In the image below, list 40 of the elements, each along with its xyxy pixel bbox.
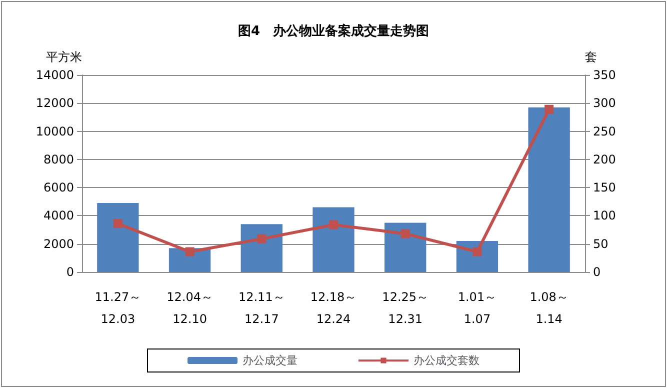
bar [528,107,570,272]
y2-tick-label: 50 [593,236,608,251]
x-tick-label: 11.27～ 12.03 [94,290,142,326]
y2-axis-title: 套 [585,50,597,64]
x-tick-label: 12.04～ 12.10 [166,290,213,326]
bar [312,207,354,272]
x-tick-label: 1.01～ 1.07 [458,290,497,326]
y-tick-label: 0 [66,265,74,279]
y-axis-title: 平方米 [46,50,82,64]
y2-tick-label: 350 [593,68,616,82]
point [113,219,122,228]
bar [384,222,426,272]
point [329,220,338,230]
y2-tick-label: 300 [593,96,616,110]
point [400,229,410,238]
legend-label: 办公成交量 [242,354,298,367]
x-tick-label: 12.11～ 12.17 [238,290,285,326]
x-tick-label: 1.08～ 1.14 [530,290,568,326]
point [472,247,482,256]
y-tick-label: 2000 [43,236,74,251]
x-tick-label: 12.18～ 12.24 [310,290,357,326]
y-tick-label: 6000 [43,180,74,195]
y2-tick-label: 0 [593,265,601,279]
chart-title: 图4 办公物业备案成交量走势图 [238,23,430,39]
y2-tick-label: 100 [593,208,616,223]
y2-tick-label: 250 [593,124,616,138]
point [185,247,194,256]
y2-tick-label: 200 [593,152,616,166]
legend-label: 办公成交套数 [414,354,480,367]
y-tick-label: 4000 [43,208,74,223]
y-tick-label: 14000 [36,68,74,82]
y-tick-label: 10000 [36,124,74,138]
bar [240,224,282,272]
point [544,104,554,114]
y-tick-label: 12000 [36,96,74,110]
bar [97,203,139,272]
y2-tick-label: 150 [593,180,616,195]
point [257,234,266,244]
x-tick-label: 12.25～ 12.31 [382,290,429,326]
y-tick-label: 8000 [43,152,74,166]
